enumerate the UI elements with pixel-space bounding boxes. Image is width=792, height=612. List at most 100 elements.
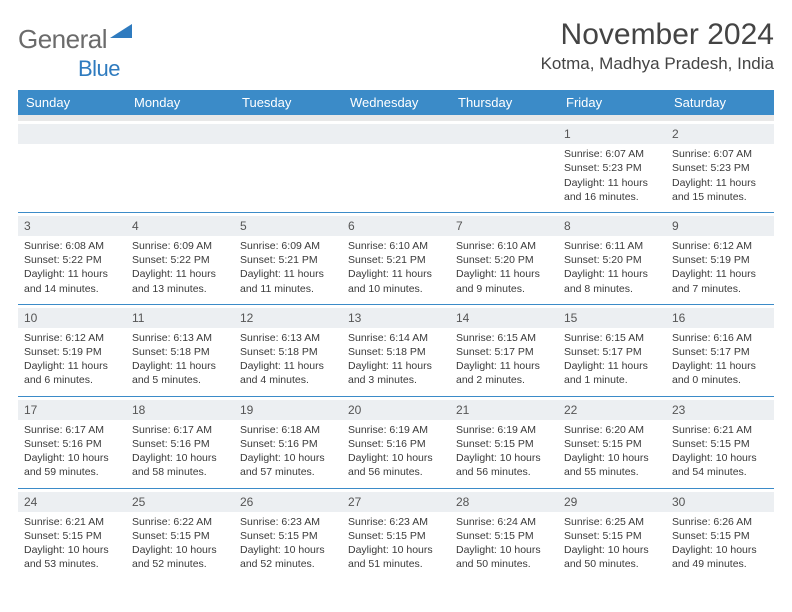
daylight-text: Daylight: 11 hours and 14 minutes.: [24, 267, 120, 295]
sunset-text: Sunset: 5:18 PM: [240, 345, 336, 359]
day-number: [450, 124, 558, 144]
sunrise-text: Sunrise: 6:10 AM: [456, 239, 552, 253]
sunrise-text: Sunrise: 6:16 AM: [672, 331, 768, 345]
daylight-text: Daylight: 10 hours and 54 minutes.: [672, 451, 768, 479]
sunset-text: Sunset: 5:20 PM: [564, 253, 660, 267]
day-number: 26: [234, 492, 342, 512]
daylight-text: Daylight: 11 hours and 9 minutes.: [456, 267, 552, 295]
day-number: 24: [18, 492, 126, 512]
day-number: 1: [558, 124, 666, 144]
title-block: November 2024 Kotma, Madhya Pradesh, Ind…: [541, 18, 774, 74]
day-number: 21: [450, 400, 558, 420]
logo: General: [18, 18, 135, 55]
day-number: 3: [18, 216, 126, 236]
sunset-text: Sunset: 5:15 PM: [132, 529, 228, 543]
sunset-text: Sunset: 5:15 PM: [240, 529, 336, 543]
day-header: Tuesday: [234, 90, 342, 115]
calendar-day: 2Sunrise: 6:07 AMSunset: 5:23 PMDaylight…: [666, 121, 774, 212]
sunset-text: Sunset: 5:23 PM: [564, 161, 660, 175]
sunrise-text: Sunrise: 6:18 AM: [240, 423, 336, 437]
calendar-day: 4Sunrise: 6:09 AMSunset: 5:22 PMDaylight…: [126, 213, 234, 304]
sunrise-text: Sunrise: 6:10 AM: [348, 239, 444, 253]
sunrise-text: Sunrise: 6:21 AM: [672, 423, 768, 437]
daylight-text: Daylight: 10 hours and 56 minutes.: [348, 451, 444, 479]
calendar-day: 21 Sunrise: 6:19 AMSunset: 5:15 PMDayligh…: [450, 397, 558, 488]
sunset-text: Sunset: 5:18 PM: [132, 345, 228, 359]
calendar-day-empty: [450, 121, 558, 212]
calendar-day: 24Sunrise: 6:21 AMSunset: 5:15 PMDayligh…: [18, 489, 126, 580]
day-number: [18, 124, 126, 144]
sunrise-text: Sunrise: 6:12 AM: [672, 239, 768, 253]
sunset-text: Sunset: 5:17 PM: [564, 345, 660, 359]
daylight-text: Daylight: 10 hours and 59 minutes.: [24, 451, 120, 479]
day-number: 10: [18, 308, 126, 328]
calendar-day: 11Sunrise: 6:13 AMSunset: 5:18 PMDayligh…: [126, 305, 234, 396]
sunrise-text: Sunrise: 6:24 AM: [456, 515, 552, 529]
day-header: Saturday: [666, 90, 774, 115]
sunset-text: Sunset: 5:20 PM: [456, 253, 552, 267]
calendar-day: 26 Sunrise: 6:23 AMSunset: 5:15 PMDayligh…: [234, 489, 342, 580]
calendar-day: 30Sunrise: 6:26 AMSunset: 5:15 PMDayligh…: [666, 489, 774, 580]
sunrise-text: Sunrise: 6:17 AM: [24, 423, 120, 437]
sunrise-text: Sunrise: 6:23 AM: [240, 515, 336, 529]
sunset-text: Sunset: 5:16 PM: [240, 437, 336, 451]
calendar-week: 10Sunrise: 6:12 AMSunset: 5:19 PMDayligh…: [18, 305, 774, 397]
daylight-text: Daylight: 10 hours and 50 minutes.: [564, 543, 660, 571]
calendar-day: 18Sunrise: 6:17 AMSunset: 5:16 PMDayligh…: [126, 397, 234, 488]
sunset-text: Sunset: 5:15 PM: [564, 529, 660, 543]
calendar-day: 3Sunrise: 6:08 AMSunset: 5:22 PMDaylight…: [18, 213, 126, 304]
sunset-text: Sunset: 5:22 PM: [24, 253, 120, 267]
daylight-text: Daylight: 11 hours and 1 minute.: [564, 359, 660, 387]
calendar-week: 1Sunrise: 6:07 AMSunset: 5:23 PMDaylight…: [18, 121, 774, 213]
sunset-text: Sunset: 5:15 PM: [456, 437, 552, 451]
day-number: 9: [666, 216, 774, 236]
day-number: 19: [234, 400, 342, 420]
sunset-text: Sunset: 5:17 PM: [672, 345, 768, 359]
logo-word1: General: [18, 24, 107, 55]
calendar-day: 19Sunrise: 6:18 AMSunset: 5:16 PMDayligh…: [234, 397, 342, 488]
day-number: 14: [450, 308, 558, 328]
calendar-header-row: SundayMondayTuesdayWednesdayThursdayFrid…: [18, 90, 774, 115]
calendar-day: 5Sunrise: 6:09 AMSunset: 5:21 PMDaylight…: [234, 213, 342, 304]
calendar-day: 6Sunrise: 6:10 AMSunset: 5:21 PMDaylight…: [342, 213, 450, 304]
calendar-day: 28Sunrise: 6:24 AMSunset: 5:15 PMDayligh…: [450, 489, 558, 580]
calendar-day: 22Sunrise: 6:20 AMSunset: 5:15 PMDayligh…: [558, 397, 666, 488]
calendar-day: 8Sunrise: 6:11 AMSunset: 5:20 PMDaylight…: [558, 213, 666, 304]
daylight-text: Daylight: 10 hours and 52 minutes.: [132, 543, 228, 571]
daylight-text: Daylight: 11 hours and 6 minutes.: [24, 359, 120, 387]
sunrise-text: Sunrise: 6:13 AM: [132, 331, 228, 345]
calendar-week: 17Sunrise: 6:17 AMSunset: 5:16 PMDayligh…: [18, 397, 774, 489]
day-header: Thursday: [450, 90, 558, 115]
day-number: 7: [450, 216, 558, 236]
sunrise-text: Sunrise: 6:25 AM: [564, 515, 660, 529]
day-header: Sunday: [18, 90, 126, 115]
day-number: 22: [558, 400, 666, 420]
sunrise-text: Sunrise: 6:09 AM: [132, 239, 228, 253]
sunrise-text: Sunrise: 6:19 AM: [348, 423, 444, 437]
calendar-day-empty: [126, 121, 234, 212]
daylight-text: Daylight: 10 hours and 53 minutes.: [24, 543, 120, 571]
daylight-text: Daylight: 11 hours and 5 minutes.: [132, 359, 228, 387]
calendar-week: 3Sunrise: 6:08 AMSunset: 5:22 PMDaylight…: [18, 213, 774, 305]
daylight-text: Daylight: 10 hours and 52 minutes.: [240, 543, 336, 571]
daylight-text: Daylight: 11 hours and 8 minutes.: [564, 267, 660, 295]
calendar-day-empty: [342, 121, 450, 212]
calendar-day: 15Sunrise: 6:15 AMSunset: 5:17 PMDayligh…: [558, 305, 666, 396]
sunrise-text: Sunrise: 6:21 AM: [24, 515, 120, 529]
sunrise-text: Sunrise: 6:15 AM: [456, 331, 552, 345]
day-number: 5: [234, 216, 342, 236]
daylight-text: Daylight: 10 hours and 56 minutes.: [456, 451, 552, 479]
sunrise-text: Sunrise: 6:17 AM: [132, 423, 228, 437]
calendar: SundayMondayTuesdayWednesdayThursdayFrid…: [18, 90, 774, 579]
day-number: [126, 124, 234, 144]
day-number: 30: [666, 492, 774, 512]
daylight-text: Daylight: 11 hours and 4 minutes.: [240, 359, 336, 387]
sunrise-text: Sunrise: 6:12 AM: [24, 331, 120, 345]
daylight-text: Daylight: 10 hours and 49 minutes.: [672, 543, 768, 571]
daylight-text: Daylight: 10 hours and 55 minutes.: [564, 451, 660, 479]
daylight-text: Daylight: 11 hours and 11 minutes.: [240, 267, 336, 295]
calendar-body: 1Sunrise: 6:07 AMSunset: 5:23 PMDaylight…: [18, 121, 774, 579]
daylight-text: Daylight: 11 hours and 13 minutes.: [132, 267, 228, 295]
sunrise-text: Sunrise: 6:19 AM: [456, 423, 552, 437]
daylight-text: Daylight: 11 hours and 15 minutes.: [672, 176, 768, 204]
